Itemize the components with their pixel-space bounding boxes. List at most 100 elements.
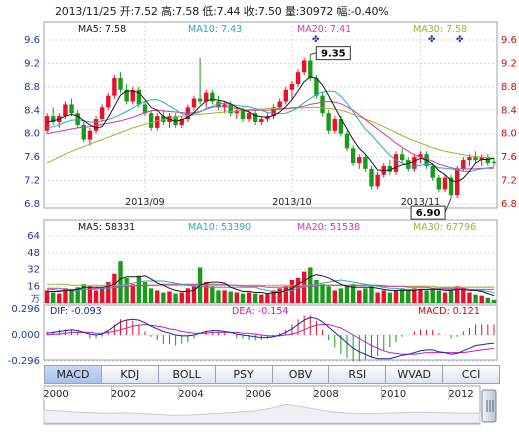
price-ytick-right: 9.2 bbox=[501, 58, 517, 69]
candle-body bbox=[75, 113, 80, 125]
volume-bar bbox=[442, 292, 448, 303]
volume-bar bbox=[393, 290, 399, 303]
tab-boll[interactable]: BOLL bbox=[158, 365, 216, 384]
volume-bar bbox=[479, 295, 484, 303]
volume-bar bbox=[222, 290, 227, 303]
volume-bar bbox=[363, 288, 368, 303]
price-legend-item: MA5: 7.58 bbox=[78, 24, 126, 35]
candle-body bbox=[461, 160, 466, 169]
price-ytick-right: 9.6 bbox=[501, 35, 517, 46]
candle-body bbox=[216, 101, 221, 108]
volume-bar bbox=[118, 261, 123, 303]
volume-unit: 万 bbox=[31, 295, 40, 305]
volume-bar bbox=[283, 286, 289, 303]
candle-body bbox=[338, 119, 344, 134]
volume-bar bbox=[381, 290, 386, 303]
candle-body bbox=[63, 104, 68, 117]
volume-bar bbox=[81, 284, 86, 303]
volume-bar bbox=[259, 294, 264, 303]
volume-legend-item: MA20: 51538 bbox=[297, 222, 360, 233]
candle-body bbox=[369, 168, 374, 187]
candle-body bbox=[320, 95, 325, 114]
volume-bar bbox=[277, 288, 282, 303]
volume-bar bbox=[124, 277, 129, 303]
tab-macd[interactable]: MACD bbox=[44, 365, 102, 384]
timeline-area bbox=[43, 403, 481, 424]
annotation-label: 9.35 bbox=[321, 49, 346, 60]
candle-body bbox=[93, 119, 99, 131]
annotation-leader bbox=[310, 52, 317, 56]
candle-body bbox=[130, 89, 135, 102]
candle-body bbox=[406, 160, 411, 169]
price-ytick-right: 8.0 bbox=[501, 129, 517, 140]
candle-body bbox=[161, 116, 166, 122]
tab-obv[interactable]: OBV bbox=[272, 365, 330, 384]
candle-body bbox=[155, 116, 160, 128]
tab-rsi[interactable]: RSI bbox=[329, 365, 387, 384]
volume-bar bbox=[167, 291, 172, 303]
volume-bar bbox=[399, 288, 405, 303]
timeline-tick: 2004 bbox=[178, 389, 203, 400]
candle-body bbox=[393, 154, 399, 172]
ma30-line bbox=[46, 106, 494, 164]
annotation-box bbox=[410, 205, 446, 220]
dif-line bbox=[47, 316, 494, 360]
macd-legend-item: DIF: -0.093 bbox=[50, 306, 102, 317]
volume-bar bbox=[326, 286, 331, 303]
timeline-handle[interactable] bbox=[481, 389, 497, 423]
tab-wvad[interactable]: WVAD bbox=[386, 365, 444, 384]
candle-body bbox=[148, 113, 154, 128]
candle-body bbox=[271, 107, 276, 117]
volume-bar bbox=[418, 289, 423, 303]
volume-bar bbox=[314, 279, 319, 303]
quote-header: 2013/11/25 开:7.52 高:7.58 低:7.44 收:7.50 量… bbox=[55, 5, 389, 18]
macd-ytick: -0.296 bbox=[8, 356, 40, 367]
annotation-leader bbox=[444, 197, 452, 213]
price-xtick: 2013/11 bbox=[401, 197, 440, 208]
volume-bar bbox=[63, 288, 68, 303]
candle-body bbox=[448, 177, 454, 196]
volume-bar bbox=[455, 286, 460, 303]
volume-bar bbox=[461, 288, 466, 303]
candle-body bbox=[418, 154, 423, 158]
candle-body bbox=[430, 165, 435, 178]
volume-bar bbox=[271, 290, 276, 303]
volume-bar bbox=[216, 290, 221, 303]
volume-bar bbox=[130, 284, 135, 303]
vol-ma5-line bbox=[47, 274, 495, 297]
annotation-label: 6.90 bbox=[416, 208, 441, 219]
volume-bar bbox=[234, 292, 240, 303]
price-ytick-left: 8.4 bbox=[24, 105, 40, 116]
tab-kdj[interactable]: KDJ bbox=[101, 365, 159, 384]
price-ytick-left: 8.0 bbox=[24, 129, 40, 140]
volume-bar bbox=[87, 286, 93, 303]
volume-bar bbox=[57, 293, 62, 303]
volume-bar bbox=[179, 292, 184, 303]
volume-ytick: 48 bbox=[27, 248, 40, 259]
tab-cci[interactable]: CCI bbox=[443, 365, 500, 384]
tab-psy[interactable]: PSY bbox=[215, 365, 273, 384]
vol-ma20-line bbox=[47, 283, 494, 290]
volume-bar bbox=[320, 284, 325, 303]
volume-bar bbox=[295, 277, 301, 303]
candle-body bbox=[399, 154, 405, 161]
volume-bar bbox=[148, 288, 154, 303]
price-ytick-left: 7.6 bbox=[24, 152, 40, 163]
volume-bar bbox=[369, 286, 374, 303]
timeline-tick: 2012 bbox=[448, 389, 473, 400]
volume-bar bbox=[357, 290, 362, 303]
volume-legend-item: MA10: 53390 bbox=[188, 222, 251, 233]
volume-bar bbox=[142, 282, 148, 303]
candle-body bbox=[283, 89, 289, 102]
candle-body bbox=[473, 157, 478, 161]
volume-bar bbox=[424, 290, 429, 303]
candle-body bbox=[436, 177, 442, 190]
volume-bar bbox=[44, 290, 50, 303]
volume-bar bbox=[375, 292, 380, 303]
volume-bar bbox=[50, 292, 56, 303]
volume-bar bbox=[155, 290, 160, 303]
candle-body bbox=[363, 157, 368, 169]
ma20-line bbox=[47, 100, 494, 170]
candle-body bbox=[467, 157, 472, 161]
volume-bar bbox=[350, 284, 356, 303]
